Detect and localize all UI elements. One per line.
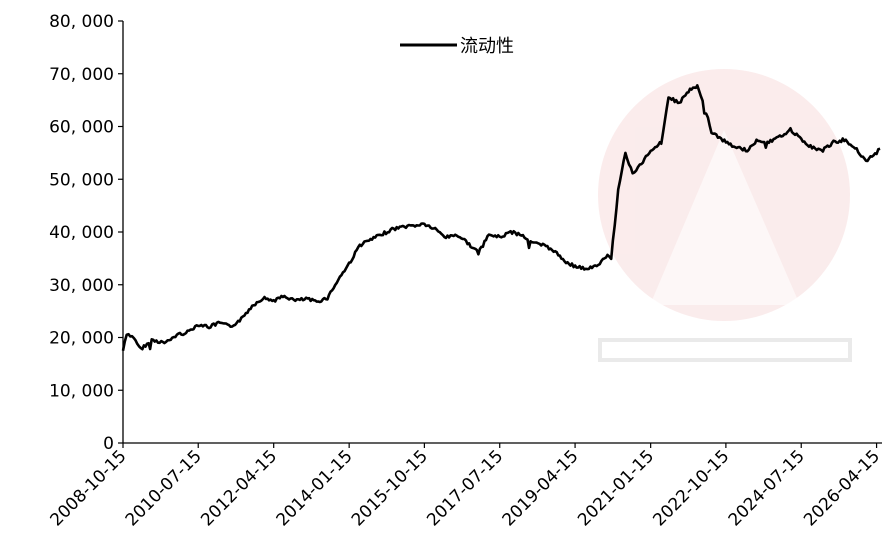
x-tick-label: 2014-01-15 — [273, 446, 357, 530]
x-tick-label: 2022-10-15 — [649, 446, 733, 530]
y-axis-ticks: 0 10, 000 20, 000 30, 000 40, 000 50, 000 60, … — [49, 12, 123, 454]
y-tick-label: 40, 000 — [49, 223, 114, 243]
x-tick-label: 2012-04-15 — [197, 446, 281, 530]
watermark-logo — [598, 69, 852, 362]
series-line — [121, 84, 881, 351]
x-tick-label: 2019-04-15 — [499, 446, 583, 530]
series-layer — [121, 84, 881, 351]
x-tick-label: 2017-07-15 — [423, 446, 507, 530]
y-tick-label: 0 — [103, 434, 114, 454]
x-tick-label: 2010-07-15 — [122, 446, 206, 530]
y-tick-label: 20, 000 — [49, 329, 114, 349]
legend: 流动性 — [400, 36, 514, 57]
x-tick-label: 2008-10-15 — [47, 446, 131, 530]
x-axis-ticks: 2008-10-152010-07-152012-04-152014-01-15… — [47, 443, 884, 530]
y-tick-label: 60, 000 — [49, 118, 114, 138]
x-tick-label: 2026-04-15 — [800, 446, 884, 530]
x-tick-label: 2024-07-15 — [725, 446, 809, 530]
y-tick-label: 10, 000 — [49, 381, 114, 401]
x-tick-label: 2021-01-15 — [574, 446, 658, 530]
y-tick-label: 80, 000 — [49, 12, 114, 32]
legend-label-liquidity: 流动性 — [460, 36, 514, 57]
y-tick-label: 50, 000 — [49, 170, 114, 190]
x-tick-label: 2015-10-15 — [348, 446, 432, 530]
y-tick-label: 70, 000 — [49, 65, 114, 85]
y-tick-label: 30, 000 — [49, 276, 114, 296]
